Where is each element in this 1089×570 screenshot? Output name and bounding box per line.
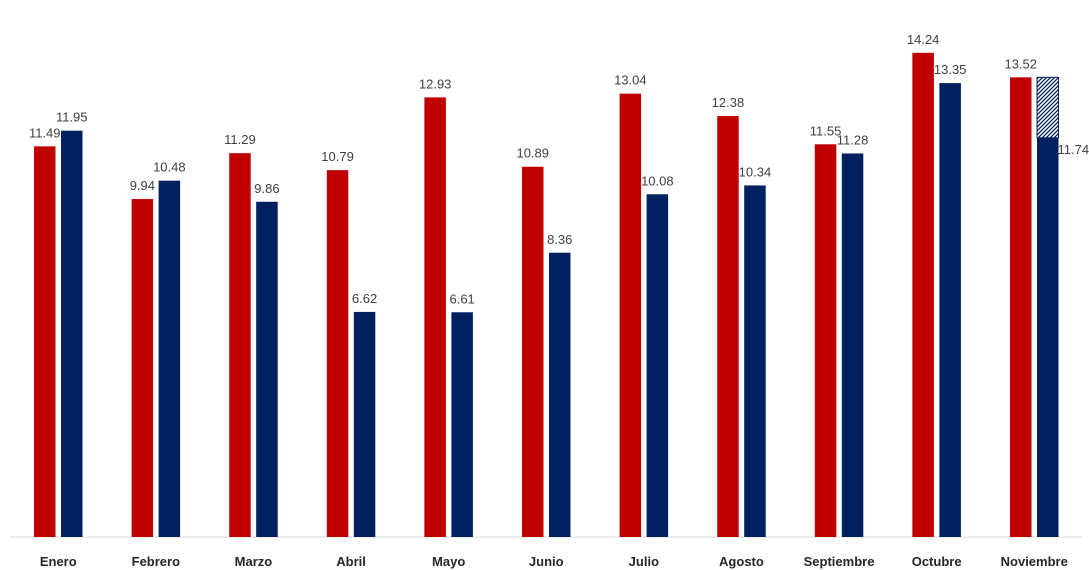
bar-febrero-series-2 <box>158 180 181 537</box>
bar-julio-series-2 <box>646 194 669 537</box>
bar-marzo-series-1 <box>229 153 251 537</box>
bar-octubre-series-1 <box>912 52 934 538</box>
bar-agosto-series-2 <box>744 185 766 537</box>
value-label-mayo-series-1: 12.93 <box>419 76 452 91</box>
projection-outline-noviembre <box>1037 77 1059 537</box>
bar-septiembre-series-2 <box>841 153 864 538</box>
bar-enero-series-2 <box>61 130 83 537</box>
bar-septiembre-series-1 <box>814 144 837 538</box>
bar-marzo-series-2 <box>256 201 278 537</box>
value-label-marzo-series-2: 9.86 <box>254 181 279 196</box>
bar-mayo-series-1 <box>424 97 446 537</box>
value-label-octubre-series-2: 13.35 <box>934 62 967 77</box>
bar-junio-series-2 <box>549 252 571 537</box>
category-label-junio: Junio <box>529 554 564 569</box>
category-label-enero: Enero <box>40 554 77 569</box>
value-label-junio-series-2: 8.36 <box>547 232 572 247</box>
value-label-marzo-series-1: 11.29 <box>224 132 256 147</box>
value-label-febrero-series-1: 9.94 <box>130 178 155 193</box>
category-label-abril: Abril <box>336 554 366 569</box>
category-label-julio: Julio <box>629 554 659 569</box>
bar-noviembre-series-2 <box>1037 137 1059 537</box>
bar-octubre-series-2 <box>939 83 961 537</box>
bar-junio-series-1 <box>522 166 544 538</box>
value-label-agosto-series-2: 10.34 <box>739 164 772 179</box>
value-label-noviembre-series-1: 13.52 <box>1004 56 1037 71</box>
value-label-julio-series-2: 10.08 <box>641 173 674 188</box>
value-label-abril-series-2: 6.62 <box>352 291 377 306</box>
bar-febrero-series-1 <box>131 199 154 538</box>
bar-mayo-series-2 <box>451 312 473 537</box>
bar-agosto-series-1 <box>717 116 739 537</box>
projection-hatch-noviembre <box>1036 76 1059 139</box>
value-label-agosto-series-1: 12.38 <box>712 95 745 110</box>
value-label-enero-series-2: 11.95 <box>56 110 88 125</box>
bar-abril-series-1 <box>326 170 349 537</box>
bar-noviembre-series-1 <box>1010 77 1032 537</box>
category-label-septiembre: Septiembre <box>804 554 875 569</box>
value-label-abril-series-1: 10.79 <box>321 149 354 164</box>
value-label-enero-series-1: 11.49 <box>29 125 61 140</box>
value-label-julio-series-1: 13.04 <box>614 73 647 88</box>
bars-layer <box>34 52 1059 538</box>
value-label-junio-series-1: 10.89 <box>516 146 549 161</box>
bar-enero-series-1 <box>34 146 56 537</box>
value-label-febrero-series-2: 10.48 <box>153 160 186 175</box>
category-label-mayo: Mayo <box>432 554 465 569</box>
category-label-octubre: Octubre <box>912 554 962 569</box>
category-label-febrero: Febrero <box>132 554 180 569</box>
category-labels-layer: Enero Febrero Marzo Abril Mayo Junio Julio Agos… <box>40 554 1068 569</box>
category-label-agosto: Agosto <box>719 554 764 569</box>
value-label-mayo-series-2: 6.61 <box>449 291 474 306</box>
value-label-septiembre-series-2: 11.28 <box>837 132 869 147</box>
category-label-noviembre: Noviembre <box>1001 554 1068 569</box>
value-label-noviembre-series-2: 11.74 <box>1058 142 1089 157</box>
value-label-septiembre-series-1: 11.55 <box>810 123 842 138</box>
bar-julio-series-1 <box>619 93 642 537</box>
value-label-octubre-series-1: 14.24 <box>907 32 940 47</box>
bar-abril-series-2 <box>353 311 376 537</box>
category-label-marzo: Marzo <box>235 554 273 569</box>
